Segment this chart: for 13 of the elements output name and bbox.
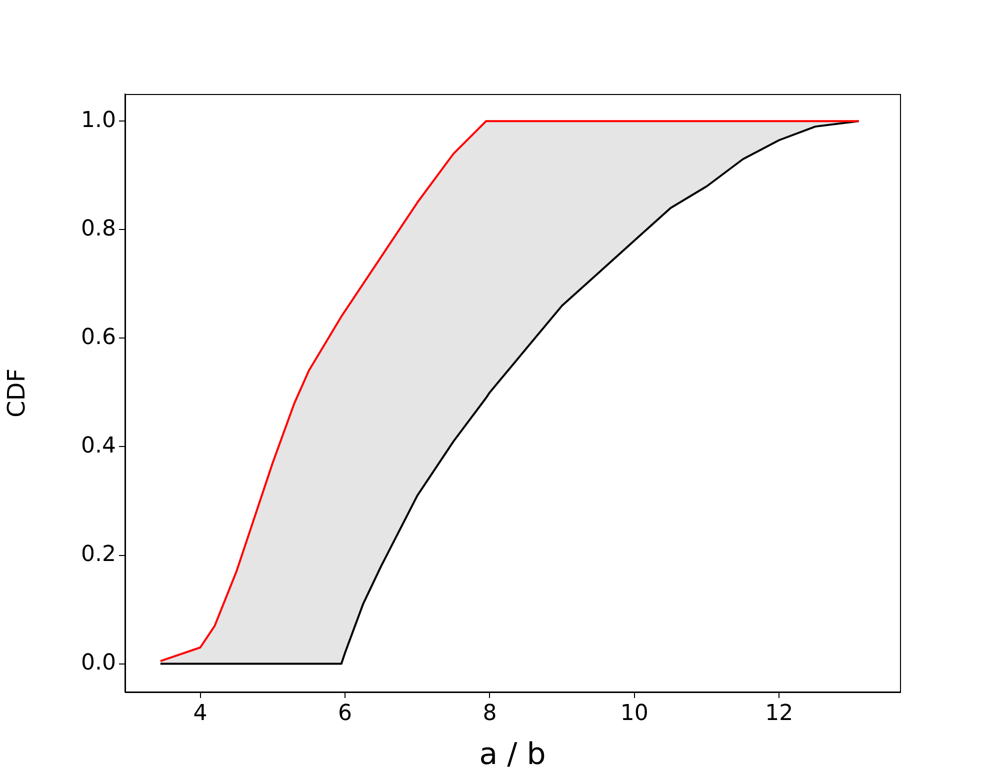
y-tick-label: 0.2 bbox=[81, 542, 116, 567]
y-axis-title: CDF bbox=[2, 368, 31, 418]
x-tick-label: 8 bbox=[482, 700, 497, 726]
x-tick-label: 10 bbox=[620, 700, 648, 726]
y-tick-label: 0.0 bbox=[81, 650, 116, 676]
x-tick-label: 6 bbox=[338, 700, 352, 726]
y-tick-label: 0.8 bbox=[81, 216, 116, 242]
x-tick-label: 4 bbox=[193, 700, 208, 726]
y-tick-label: 0.4 bbox=[81, 433, 116, 458]
x-axis-title: a / b bbox=[479, 736, 546, 772]
x-tick-label: 12 bbox=[765, 700, 794, 726]
y-tick-label: 1.0 bbox=[81, 108, 116, 133]
y-tick-label: 0.6 bbox=[81, 324, 116, 350]
